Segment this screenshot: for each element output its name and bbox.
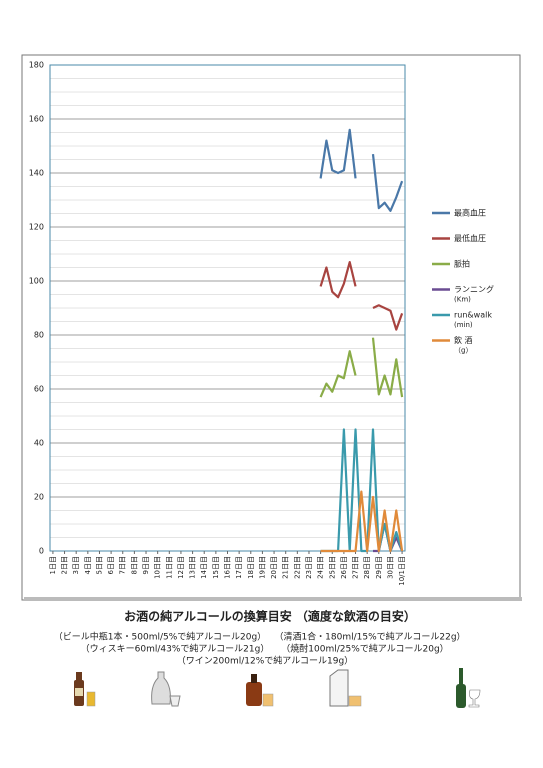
legend-unit: (min) bbox=[454, 321, 473, 329]
x-tick-label: 30日目 bbox=[386, 556, 394, 579]
y-tick-label: 140 bbox=[29, 169, 44, 178]
x-tick-label: 9日目 bbox=[142, 556, 150, 574]
notes-title: お酒の純アルコールの換算目安 （適度な飲酒の目安） bbox=[124, 609, 416, 624]
x-tick-label: 18日目 bbox=[247, 556, 255, 579]
whisky-icon bbox=[246, 674, 274, 707]
legend-label: 脈拍 bbox=[454, 259, 470, 269]
note-line: （焼酎100ml/25%で純アルコール20g） bbox=[281, 643, 448, 655]
note-line: （ワイン200ml/12%で純アルコール19g） bbox=[177, 655, 353, 667]
shochu-icon bbox=[329, 669, 362, 707]
legend-label: ランニング bbox=[454, 284, 494, 294]
y-tick-label: 20 bbox=[34, 493, 44, 502]
x-tick-label: 11日目 bbox=[165, 556, 173, 579]
x-tick-label: 4日目 bbox=[84, 556, 92, 574]
x-tick-label: 21日目 bbox=[282, 556, 290, 579]
legend-label: 最高血圧 bbox=[454, 208, 486, 218]
note-line: （ウィスキー60ml/43%で純アルコール21g） bbox=[81, 643, 270, 655]
y-tick-label: 60 bbox=[34, 385, 44, 394]
x-tick-label: 6日目 bbox=[107, 556, 115, 574]
x-tick-label: 15日目 bbox=[212, 556, 220, 579]
series-line bbox=[319, 337, 404, 398]
x-tick-label: 27日目 bbox=[352, 556, 360, 579]
wine-icon bbox=[456, 668, 481, 708]
x-tick-label: 1日目 bbox=[49, 556, 57, 574]
chart-frame bbox=[21, 54, 521, 601]
y-tick-label: 40 bbox=[34, 439, 44, 448]
x-tick-label: 14日目 bbox=[200, 556, 208, 579]
y-tick-label: 80 bbox=[34, 331, 44, 340]
series-line bbox=[320, 490, 404, 553]
y-tick-label: 100 bbox=[29, 277, 44, 286]
x-tick-label: 25日目 bbox=[328, 556, 336, 579]
y-tick-label: 0 bbox=[39, 547, 44, 556]
x-tick-label: 19日目 bbox=[258, 556, 266, 579]
x-tick-label: 26日目 bbox=[340, 556, 348, 579]
plot: 0 20 40 60 80 100 120 140 160 180 1日目 2日目 3日目 4日目 5日目 6… bbox=[29, 61, 494, 586]
series-line bbox=[319, 261, 404, 331]
x-tick-label: 5日目 bbox=[95, 556, 103, 574]
x-tick-label: 24日目 bbox=[317, 556, 325, 579]
x-tick-label: 10日目 bbox=[154, 556, 162, 579]
legend-label: run&walk bbox=[454, 311, 492, 320]
x-tick-label: 10/1日目 bbox=[398, 556, 406, 586]
y-tick-label: 160 bbox=[29, 115, 44, 124]
x-tick-label: 22日目 bbox=[293, 556, 301, 579]
y-tick-label: 180 bbox=[29, 61, 44, 70]
legend-label: 飲 酒 bbox=[454, 335, 473, 345]
x-tick-label: 8日目 bbox=[130, 556, 138, 574]
x-tick-label: 29日目 bbox=[375, 556, 383, 579]
x-tick-label: 17日目 bbox=[235, 556, 243, 579]
x-tick-label: 13日目 bbox=[189, 556, 197, 579]
note-line: （ビール中瓶1本・500ml/5%で純アルコール20g） bbox=[54, 631, 266, 643]
x-tick-label: 20日目 bbox=[270, 556, 278, 579]
chart-shadow bbox=[24, 597, 522, 601]
x-tick-label: 23日目 bbox=[305, 556, 313, 579]
x-tick-label: 2日目 bbox=[61, 556, 69, 574]
x-tick-label: 28日目 bbox=[363, 556, 371, 579]
x-tick-label: 16日目 bbox=[224, 556, 232, 579]
note-line: （清酒1合・180ml/15%で純アルコール22g） bbox=[274, 631, 465, 643]
x-tick-label: 3日目 bbox=[72, 556, 80, 574]
sake-icon bbox=[151, 671, 181, 707]
y-tick-label: 120 bbox=[29, 223, 44, 232]
legend-label: 最低血圧 bbox=[454, 233, 486, 243]
series-line bbox=[319, 128, 404, 212]
legend-unit: （g） bbox=[454, 347, 472, 355]
x-tick-label: 12日目 bbox=[177, 556, 185, 579]
legend-unit: (Km) bbox=[454, 296, 471, 304]
beer-icon bbox=[74, 672, 96, 707]
x-tick-label: 7日目 bbox=[119, 556, 127, 574]
